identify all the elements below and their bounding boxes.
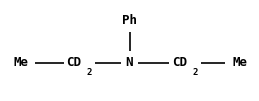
Text: CD: CD: [172, 56, 188, 69]
Text: 2: 2: [87, 68, 92, 77]
Text: Me: Me: [232, 56, 247, 69]
Text: N: N: [126, 56, 133, 69]
Text: Me: Me: [13, 56, 28, 69]
Text: 2: 2: [193, 68, 198, 77]
Text: Ph: Ph: [122, 14, 137, 27]
Text: CD: CD: [66, 56, 81, 69]
